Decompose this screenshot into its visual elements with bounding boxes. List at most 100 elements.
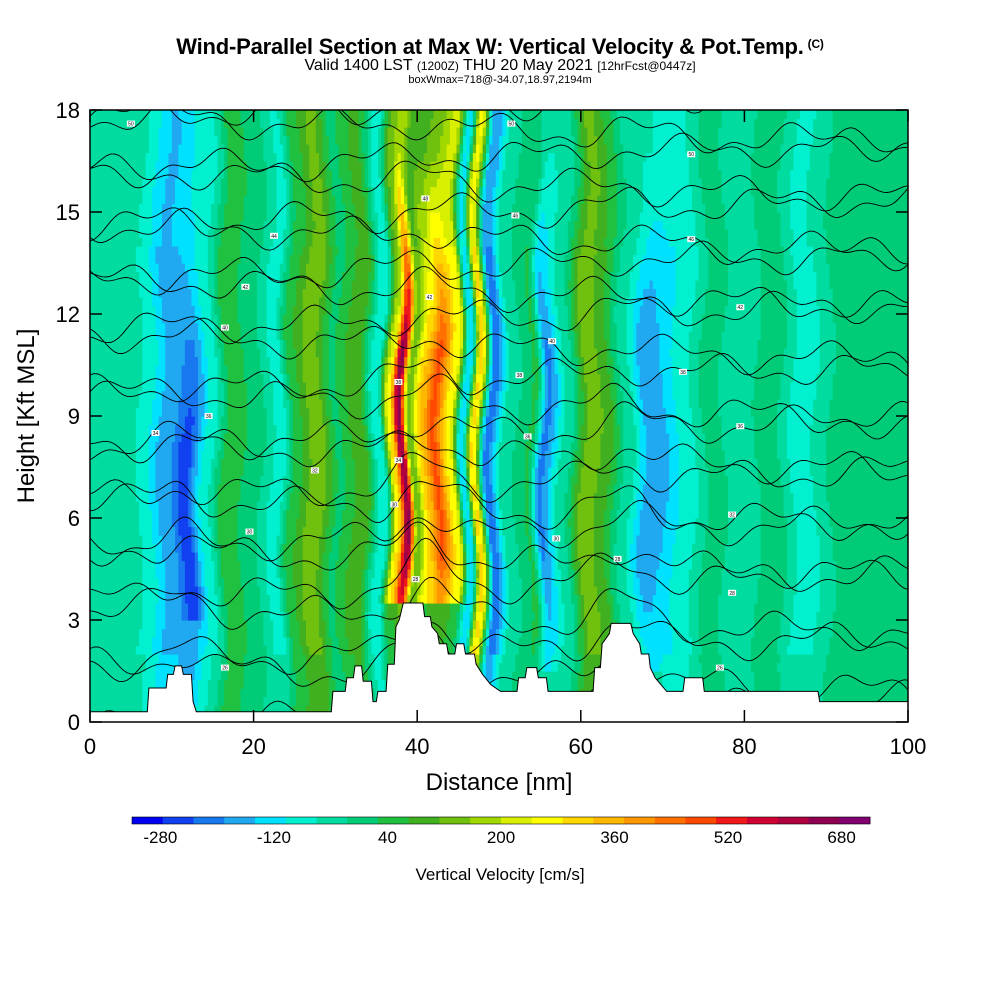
velocity-cell <box>541 271 549 281</box>
velocity-cell <box>368 424 372 434</box>
velocity-cell <box>407 280 412 290</box>
velocity-cell <box>662 679 693 689</box>
velocity-cell <box>577 331 582 341</box>
velocity-cell <box>410 254 415 264</box>
velocity-cell <box>315 586 323 596</box>
velocity-cell <box>394 348 399 358</box>
velocity-cell <box>584 637 588 647</box>
velocity-cell <box>391 586 395 596</box>
velocity-cell <box>90 628 140 638</box>
velocity-cell <box>476 535 484 545</box>
velocity-cell <box>528 526 533 536</box>
velocity-cell <box>201 560 206 570</box>
velocity-cell <box>495 679 500 689</box>
velocity-cell <box>204 552 212 562</box>
velocity-cell <box>485 271 490 281</box>
velocity-cell <box>155 611 166 621</box>
velocity-cell <box>593 288 605 298</box>
velocity-cell <box>616 331 628 341</box>
velocity-cell <box>512 229 533 239</box>
velocity-cell <box>505 560 520 570</box>
velocity-cell <box>397 535 402 545</box>
velocity-cell <box>436 365 441 375</box>
velocity-cell <box>633 254 644 264</box>
velocity-cell <box>819 543 834 553</box>
velocity-cell <box>502 611 507 621</box>
velocity-cell <box>377 220 386 230</box>
velocity-cell <box>482 645 487 655</box>
velocity-cell <box>279 603 284 613</box>
velocity-cell <box>371 679 379 689</box>
velocity-cell <box>361 373 366 383</box>
velocity-cell <box>387 501 392 511</box>
velocity-cell <box>420 390 428 400</box>
velocity-cell <box>289 433 294 443</box>
velocity-cell <box>292 237 307 247</box>
velocity-cell <box>211 297 215 307</box>
velocity-cell <box>538 339 543 349</box>
velocity-cell <box>90 467 137 477</box>
velocity-cell <box>456 246 461 256</box>
velocity-cell <box>485 535 490 545</box>
velocity-cell <box>407 475 412 485</box>
velocity-cell <box>489 356 494 366</box>
velocity-cell <box>377 297 389 307</box>
velocity-cell <box>613 373 621 383</box>
velocity-cell <box>485 509 490 519</box>
velocity-cell <box>319 390 327 400</box>
velocity-cell <box>305 620 320 630</box>
velocity-cell <box>606 501 615 511</box>
velocity-cell <box>525 501 530 511</box>
velocity-cell <box>207 246 215 256</box>
velocity-cell <box>197 365 202 375</box>
velocity-cell <box>721 339 759 349</box>
velocity-cell <box>724 552 762 562</box>
velocity-cell <box>548 271 556 281</box>
velocity-cell <box>420 484 425 494</box>
velocity-cell <box>832 390 908 400</box>
velocity-cell <box>551 407 556 417</box>
velocity-cell <box>322 339 330 349</box>
velocity-cell <box>472 246 477 256</box>
velocity-cell <box>616 288 631 298</box>
velocity-cell <box>400 339 405 349</box>
velocity-cell <box>459 229 464 239</box>
velocity-cell <box>574 365 579 375</box>
velocity-cell <box>479 237 484 247</box>
velocity-cell <box>499 484 513 494</box>
velocity-cell <box>283 509 287 519</box>
velocity-cell <box>161 314 196 324</box>
velocity-cell <box>469 467 477 477</box>
velocity-cell <box>292 569 304 579</box>
velocity-cell <box>456 492 461 502</box>
velocity-cell <box>534 297 539 307</box>
velocity-cell <box>214 569 219 579</box>
velocity-cell <box>472 552 477 562</box>
velocity-cell <box>698 467 710 477</box>
velocity-cell <box>479 433 484 443</box>
velocity-cell <box>449 611 458 621</box>
velocity-cell <box>397 407 402 417</box>
velocity-cell <box>551 288 556 298</box>
velocity-cell <box>181 254 196 264</box>
velocity-cell <box>400 322 405 332</box>
velocity-cell <box>570 348 575 358</box>
velocity-cell <box>417 390 422 400</box>
velocity-cell <box>207 382 219 392</box>
velocity-cell <box>204 441 215 451</box>
velocity-cell <box>420 458 425 468</box>
velocity-cell <box>829 501 908 511</box>
velocity-cell <box>374 280 379 290</box>
velocity-cell <box>505 314 520 324</box>
velocity-cell <box>482 365 487 375</box>
velocity-cell <box>505 348 510 358</box>
velocity-cell <box>368 280 372 290</box>
velocity-cell <box>502 424 516 434</box>
velocity-cell <box>544 628 559 638</box>
velocity-cell <box>368 594 372 604</box>
velocity-cell <box>197 467 202 477</box>
velocity-cell <box>698 654 723 664</box>
velocity-cell <box>469 305 474 315</box>
velocity-cell <box>574 271 579 281</box>
velocity-cell <box>688 390 700 400</box>
